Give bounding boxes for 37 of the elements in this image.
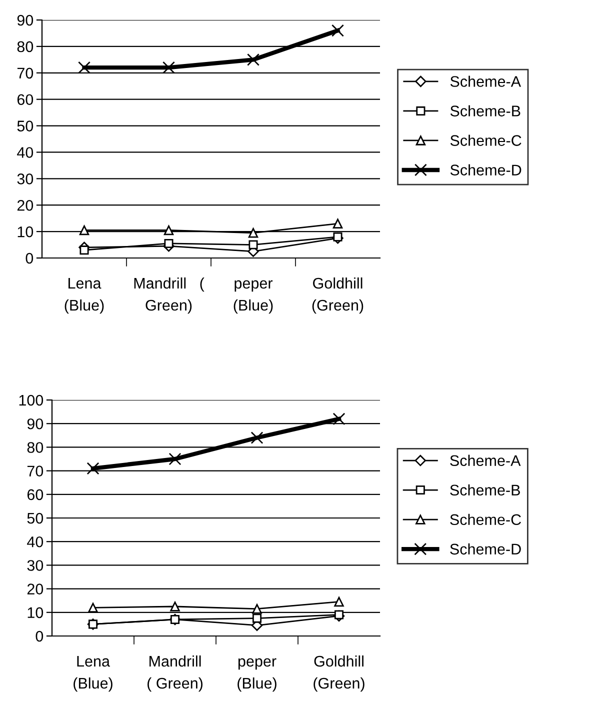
y-tick-label: 90 (17, 14, 34, 26)
y-tick-label: 0 (36, 630, 44, 642)
y-tick-label: 40 (17, 147, 34, 158)
y-tick-label: 10 (28, 607, 44, 618)
y-tick-label: 70 (27, 466, 44, 476)
y-tick-label: 50 (27, 512, 44, 524)
x-tick-label: peper (Blue) (238, 658, 276, 692)
x-tick-label: Lena (Blue) (64, 278, 104, 314)
x-tick-label: Goldhill (Green) (314, 655, 364, 692)
x-tick-label: Lena (Blue) (74, 656, 112, 692)
y-tick-label: 10 (18, 226, 34, 238)
y-tick-label: 50 (17, 120, 34, 132)
legend-label: Scheme-D (450, 543, 521, 555)
y-tick-label: 100 (19, 394, 44, 406)
legend-label: Scheme-D (450, 164, 522, 176)
y-tick-label: 0 (26, 252, 34, 264)
y-tick-label: 70 (17, 68, 34, 79)
legend-label: Scheme-B (450, 105, 520, 116)
y-tick-label: 40 (27, 536, 44, 548)
y-tick-label: 60 (27, 489, 44, 500)
x-tick-label: Goldhill (Green) (312, 277, 364, 314)
y-tick-label: 30 (17, 174, 34, 184)
y-tick-label: 80 (27, 442, 44, 453)
y-tick-label: 20 (27, 584, 44, 594)
legend-label: Scheme-C (450, 134, 522, 146)
x-tick-label: peper (Blue) (234, 280, 273, 314)
legend-label: Scheme-A (450, 454, 521, 466)
legend-label: Scheme-C (450, 514, 522, 526)
y-tick-label: 30 (27, 560, 44, 571)
legend-label: Scheme-A (450, 76, 522, 87)
y-tick-label: 60 (17, 94, 34, 106)
y-tick-label: 90 (27, 418, 44, 430)
x-tick-label: Mandrill ( Green) (134, 277, 204, 314)
y-tick-label: 20 (17, 200, 34, 211)
legend-label: Scheme-B (450, 484, 520, 496)
y-tick-label: 80 (17, 41, 34, 52)
x-tick-label: Mandrill ( Green) (148, 655, 202, 692)
